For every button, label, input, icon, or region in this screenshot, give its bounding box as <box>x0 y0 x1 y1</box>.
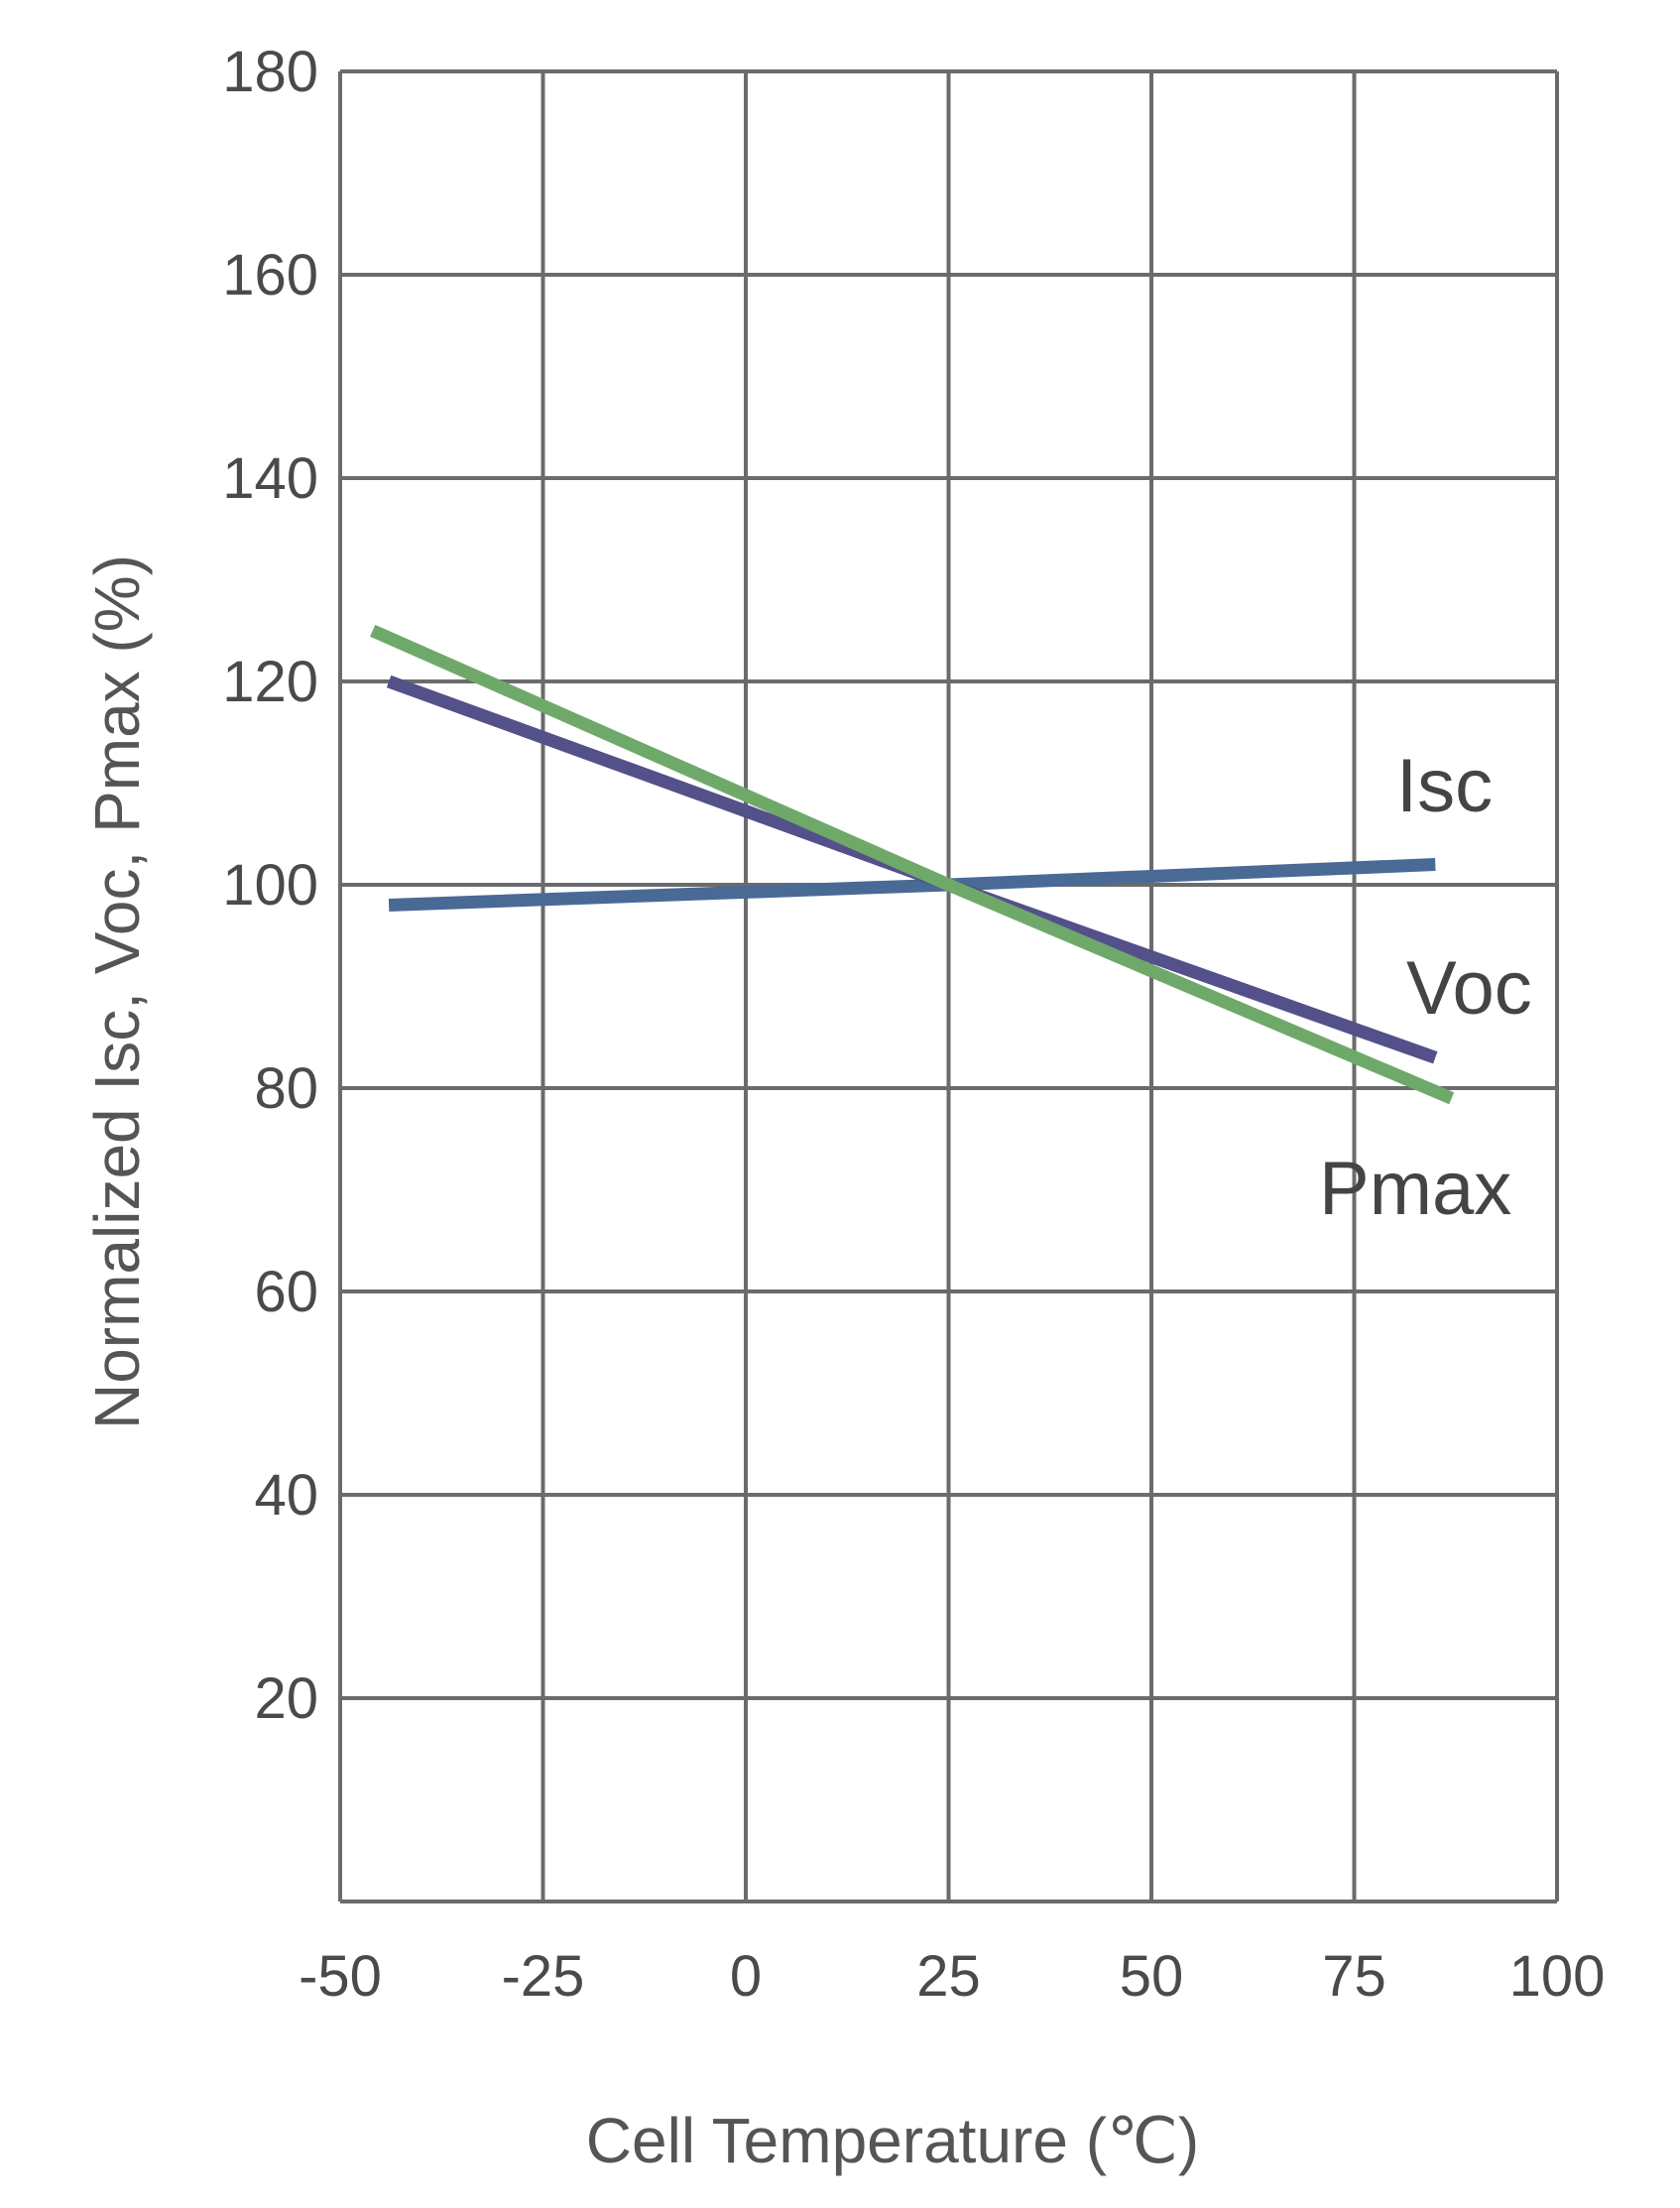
x-tick-label: 75 <box>1322 1944 1386 2009</box>
series-line-pmax <box>370 624 1455 1105</box>
x-tick-label: -50 <box>299 1944 382 2009</box>
y-tick-label: 40 <box>254 1463 318 1528</box>
y-tick-label: 20 <box>254 1666 318 1731</box>
tick-labels: -50 -25 0 25 50 75 100 20 40 60 80 100 120 140 160 180 <box>222 40 1605 2009</box>
y-tick-label: 100 <box>222 853 318 918</box>
x-tick-label: 50 <box>1120 1944 1184 2009</box>
y-axis-title: Normalized Isc, Voc, Pmax (%) <box>81 554 153 1429</box>
y-tick-label: 180 <box>222 40 318 104</box>
y-tick-label: 80 <box>254 1056 318 1121</box>
x-tick-label: 0 <box>730 1944 762 2009</box>
series-labels: Isc Voc Pmax <box>1319 744 1532 1231</box>
x-axis-title: Cell Temperature (℃) <box>586 2105 1199 2176</box>
y-tick-label: 60 <box>254 1260 318 1324</box>
grid <box>338 69 1559 1903</box>
x-tick-label: -25 <box>502 1944 585 2009</box>
y-tick-label: 120 <box>222 650 318 714</box>
x-tick-label: 25 <box>916 1944 981 2009</box>
y-tick-label: 140 <box>222 446 318 511</box>
x-tick-label: 100 <box>1509 1944 1606 2009</box>
series-label-voc: Voc <box>1406 946 1532 1031</box>
series-label-isc: Isc <box>1396 744 1493 828</box>
series-lines <box>370 624 1455 1105</box>
y-tick-label: 160 <box>222 243 318 307</box>
series-label-pmax: Pmax <box>1319 1147 1511 1231</box>
